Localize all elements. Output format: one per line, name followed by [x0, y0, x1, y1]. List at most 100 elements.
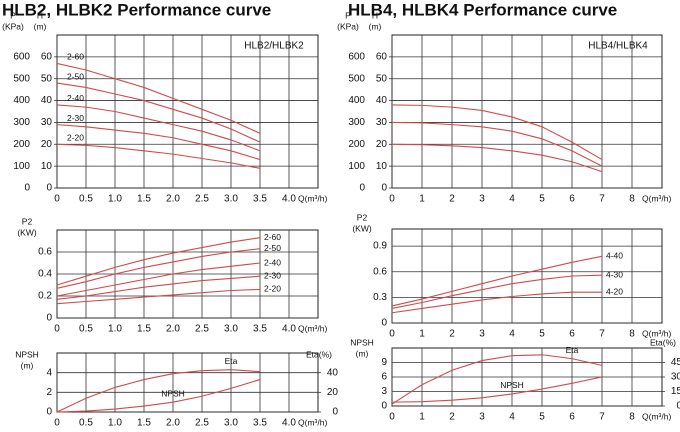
- x-tick-label: 3.0: [224, 324, 238, 335]
- curve: [56, 62, 261, 134]
- series-label: 2-60: [67, 52, 84, 62]
- y2-tick-label: 0: [332, 407, 338, 418]
- x-tick-label: 1: [419, 194, 425, 205]
- curve: [391, 143, 603, 173]
- x-tick-label: 0: [54, 324, 60, 335]
- y2-tick-label: 15: [671, 386, 680, 397]
- y-axis-label: (KW): [17, 227, 37, 237]
- y2-tick-label: 500: [348, 73, 365, 84]
- series-label: 2-30: [264, 270, 281, 280]
- y2-tick-label: 0: [24, 183, 30, 194]
- series-label: 2-20: [67, 133, 84, 143]
- inner-label: HLB2/HLBK2: [244, 41, 304, 52]
- x-tick-label: 0.5: [79, 418, 93, 429]
- y-tick-label: 0.6: [373, 266, 387, 277]
- x-tick-label: 2.5: [195, 418, 209, 429]
- x-tick-label: 7: [599, 329, 605, 340]
- y-axis-label: (m): [369, 21, 382, 31]
- y-axis-label: NPSH: [350, 337, 374, 347]
- y2-tick-label: 300: [348, 117, 365, 128]
- series-label: 2-60: [264, 232, 281, 242]
- x-tick-label: 1.0: [108, 194, 122, 205]
- x-tick-label: 1.5: [137, 418, 151, 429]
- y-tick-label: 30: [41, 117, 53, 128]
- x-tick-label: 2: [449, 329, 455, 340]
- y-tick-label: 2: [46, 387, 52, 398]
- y-tick-label: 0: [381, 183, 387, 194]
- series-label: 4-40: [606, 251, 623, 261]
- y-tick-label: 0.4: [38, 269, 52, 280]
- curve: [56, 275, 261, 300]
- x-tick-label: 3: [479, 412, 485, 423]
- y2-axis-label: P: [345, 10, 351, 20]
- x-tick-label: 2: [449, 194, 455, 205]
- curve: [391, 104, 603, 161]
- y-tick-label: 40: [41, 95, 53, 106]
- plot-frame: [391, 34, 663, 189]
- curve: [391, 354, 603, 405]
- y-tick-label: 0: [46, 407, 52, 418]
- x-tick-label: 2.0: [166, 324, 180, 335]
- x-tick-label: 0: [54, 194, 60, 205]
- y-tick-label: 0: [46, 313, 52, 324]
- y-tick-label: 0: [46, 183, 52, 194]
- x-tick-label: 2.0: [166, 418, 180, 429]
- y-axis-label: H: [372, 10, 378, 20]
- curve: [56, 82, 261, 143]
- y-axis-label: P2: [357, 212, 368, 222]
- y-tick-label: 50: [41, 73, 53, 84]
- x-tick-label: 6: [569, 194, 575, 205]
- x-tick-label: 6: [569, 412, 575, 423]
- series-label: NPSH: [500, 380, 524, 390]
- series-label: 4-20: [606, 286, 623, 296]
- x-tick-label: 0: [389, 194, 395, 205]
- x-tick-label: 4: [509, 412, 515, 423]
- y2-tick-label: 30: [671, 372, 680, 383]
- y-axis-label: (m): [34, 21, 47, 31]
- x-tick-label: 0.5: [79, 324, 93, 335]
- plot-frame: [56, 352, 319, 413]
- series-label: NPSH: [161, 388, 185, 398]
- x-tick-label: 4.0: [282, 418, 296, 429]
- y2-tick-label: 0: [359, 183, 365, 194]
- x-tick-label: 4: [509, 329, 515, 340]
- curve: [56, 237, 261, 286]
- y-tick-label: 50: [376, 73, 388, 84]
- curve: [56, 104, 261, 152]
- y2-tick-label: 40: [327, 367, 339, 378]
- y-tick-label: 30: [376, 117, 388, 128]
- x-tick-label: 0: [54, 418, 60, 429]
- x-tick-label: 3.5: [253, 418, 267, 429]
- x-tick-label: 2.5: [195, 194, 209, 205]
- curve: [56, 248, 261, 289]
- chart-title: HLB2, HLBK2 Performance curve: [2, 0, 271, 19]
- x-tick-label: 0: [389, 412, 395, 423]
- y-tick-label: 10: [376, 161, 388, 172]
- series-label: 2-30: [67, 113, 84, 123]
- y2-tick-label: 100: [13, 161, 30, 172]
- x-tick-label: 1: [419, 412, 425, 423]
- curve: [391, 121, 603, 167]
- y-tick-label: 60: [41, 51, 53, 62]
- x-tick-label: 8: [629, 329, 635, 340]
- y2-axis-label: Eta(%): [650, 337, 676, 347]
- y-axis-label: (m): [356, 348, 369, 358]
- x-tick-label: 4: [509, 194, 515, 205]
- y2-tick-label: 600: [348, 51, 365, 62]
- x-tick-label: 3: [479, 194, 485, 205]
- plot-frame: [56, 34, 319, 189]
- y-axis-label: (m): [21, 360, 34, 370]
- y-tick-label: 0: [381, 318, 387, 329]
- x-tick-label: 1: [419, 329, 425, 340]
- x-tick-label: 8: [629, 412, 635, 423]
- x-tick-label: 2.5: [195, 324, 209, 335]
- y2-tick-label: 500: [13, 73, 30, 84]
- y-tick-label: 0: [381, 401, 387, 412]
- y2-tick-label: 45: [671, 357, 680, 368]
- series-label: 2-50: [264, 243, 281, 253]
- y-tick-label: 20: [376, 139, 388, 150]
- y2-axis-label: (KPa): [337, 21, 359, 31]
- x-tick-label: 1.0: [108, 418, 122, 429]
- x-axis-label: Q(m³/h): [298, 417, 327, 427]
